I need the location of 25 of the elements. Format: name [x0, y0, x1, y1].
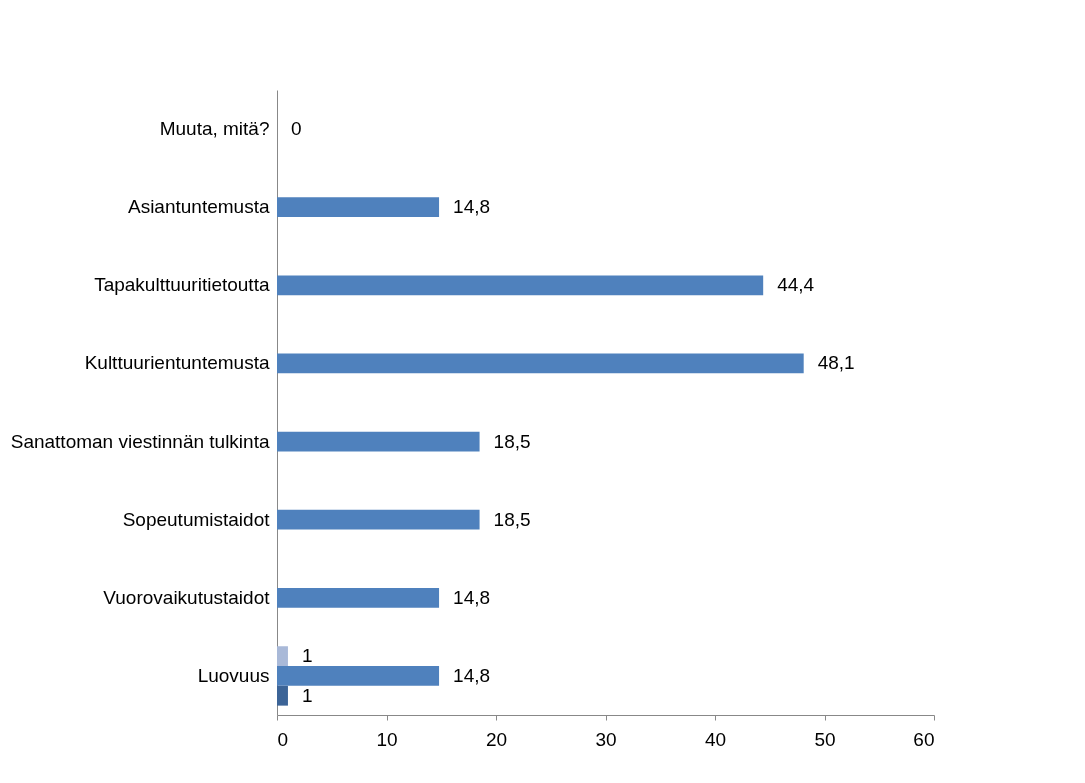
y-tick-label: Sanattoman viestinnän tulkinta — [10, 430, 270, 452]
x-tick-label: 50 — [814, 728, 836, 750]
data-label: 18,5 — [493, 508, 531, 530]
data-label: 18,5 — [493, 430, 531, 452]
y-tick-label: Muuta, mitä? — [159, 118, 270, 140]
data-label: 14,8 — [453, 586, 491, 608]
data-label: 44,4 — [777, 274, 815, 296]
y-tick-label: Luovuus — [197, 664, 270, 686]
data-label: 48,1 — [817, 352, 855, 374]
data-label: 14,8 — [453, 196, 491, 218]
x-tick-label: 40 — [704, 728, 727, 750]
x-tick-label: 20 — [485, 728, 508, 750]
data-label: 0 — [291, 118, 302, 140]
y-tick-label: Vuorovaikutustaidot — [103, 586, 271, 608]
y-tick-label: Asiantuntemusta — [127, 196, 270, 218]
x-tick-label: 0 — [277, 728, 289, 750]
y-tick-label: Kulttuurientuntemusta — [84, 352, 270, 374]
data-label: 1 — [301, 684, 313, 706]
data-label: 14,8 — [453, 664, 491, 686]
data-label: 1 — [301, 645, 313, 667]
y-tick-label: Sopeutumistaidot — [122, 508, 271, 530]
x-tick-label: 30 — [595, 728, 617, 750]
x-tick-label: 60 — [913, 728, 935, 750]
x-tick-label: 10 — [376, 728, 398, 750]
y-tick-label: Tapakulttuuritietoutta — [94, 274, 270, 296]
